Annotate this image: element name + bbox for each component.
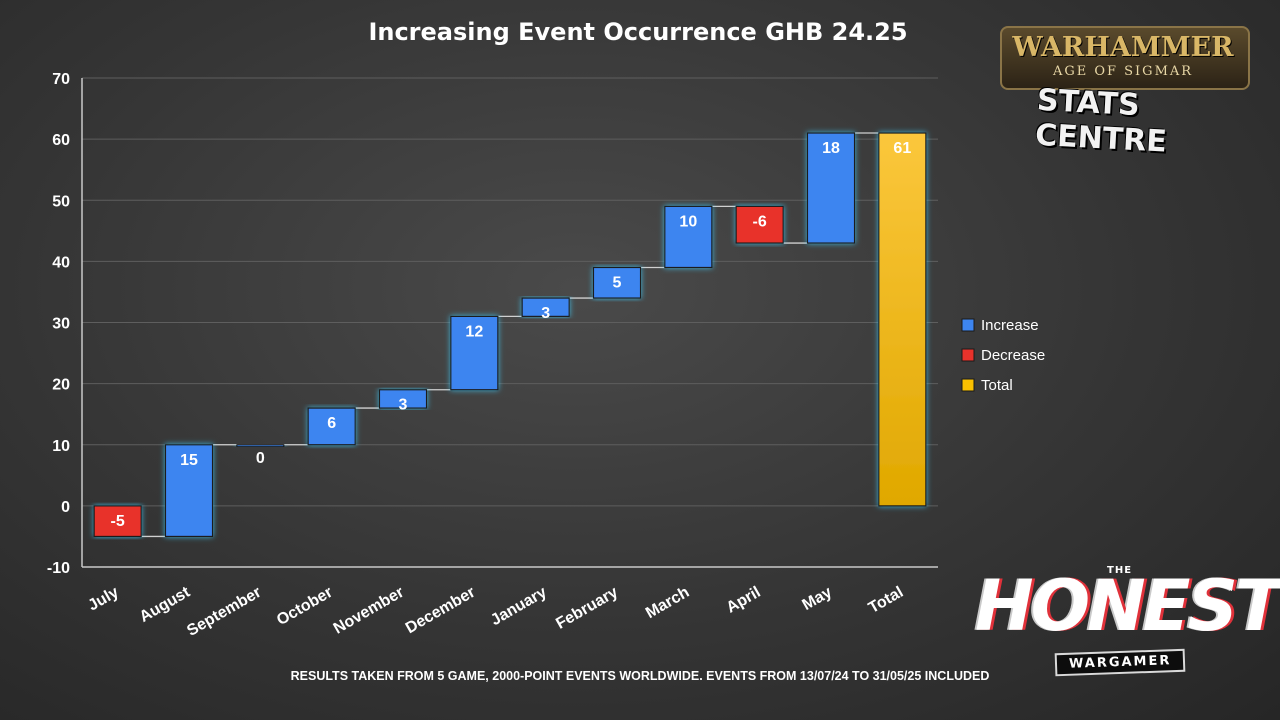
x-tick-label: March — [643, 584, 692, 622]
y-tick-label: 50 — [52, 193, 70, 210]
data-label: 0 — [256, 450, 265, 467]
data-label: 6 — [327, 415, 336, 432]
y-tick-label: 70 — [52, 71, 70, 88]
data-label: -6 — [753, 213, 767, 230]
legend-label-decrease: Decrease — [981, 347, 1045, 364]
x-tick-label: November — [331, 584, 407, 638]
bar-september — [236, 444, 285, 448]
y-tick-label: 60 — [52, 132, 70, 149]
data-label: 3 — [541, 305, 550, 322]
legend-swatch-decrease — [961, 348, 975, 362]
x-tick-label: September — [184, 584, 264, 640]
legend-label-increase: Increase — [981, 317, 1039, 334]
bar-december — [450, 315, 499, 391]
x-tick-label: April — [724, 584, 764, 617]
bar-january — [521, 297, 570, 317]
warhammer-logo-text: WARHAMMER — [1012, 32, 1234, 63]
honest-wargamer-logo: THE HONEST WARGAMER — [975, 563, 1280, 683]
bar-october — [307, 407, 356, 446]
bar-april — [735, 205, 784, 244]
y-tick-label: 10 — [52, 438, 70, 455]
footnote: RESULTS TAKEN FROM 5 GAME, 2000-POINT EV… — [290, 669, 990, 683]
data-label: 12 — [465, 323, 483, 340]
warhammer-logo-subtitle: AGE OF SIGMAR — [1052, 64, 1194, 79]
x-tick-label: December — [403, 584, 479, 637]
honest-logo-text: HONEST — [975, 565, 1280, 647]
x-tick-label: May — [800, 584, 836, 614]
x-tick-label: October — [274, 584, 336, 629]
chart-title: Increasing Event Occurrence GHB 24.25 — [368, 18, 908, 46]
x-tick-label: February — [553, 584, 621, 633]
y-tick-label: -10 — [47, 560, 70, 577]
axes — [81, 78, 938, 568]
warhammer-stats-centre-logo: WARHAMMER AGE OF SIGMAR STATS CENTRE — [1000, 26, 1250, 160]
data-label: -5 — [111, 513, 125, 530]
y-tick-label: 20 — [52, 377, 70, 394]
x-tick-label: July — [85, 584, 121, 615]
data-label: 5 — [613, 274, 622, 291]
stats-centre-logo-text: STATS CENTRE — [1034, 82, 1168, 160]
connector-lines — [141, 132, 879, 538]
legend-swatch-total — [961, 378, 975, 392]
data-label: 3 — [399, 397, 408, 414]
legend-swatch-increase — [961, 318, 975, 332]
bar-november — [378, 389, 428, 409]
bar-may — [806, 132, 856, 244]
warhammer-banner — [1000, 26, 1250, 90]
honest-logo-the: THE — [1107, 565, 1133, 576]
x-tick-label: Total — [866, 584, 907, 617]
data-label: 61 — [893, 140, 911, 157]
data-label: 15 — [180, 452, 198, 469]
legend-label-total: Total — [981, 377, 1013, 394]
bar-february — [592, 266, 642, 299]
bar-total — [878, 132, 927, 507]
y-tick-label: 30 — [52, 316, 70, 333]
y-tick-label: 40 — [52, 254, 70, 271]
x-tick-label: January — [488, 584, 550, 629]
bar-august — [164, 444, 214, 538]
bar-march — [664, 205, 713, 269]
legend: Increase Decrease Total — [961, 317, 1045, 394]
y-tick-label: 0 — [61, 499, 70, 516]
x-tick-label: August — [137, 583, 194, 626]
y-axis-labels: -10 0 10 20 30 40 50 60 70 — [47, 71, 70, 577]
bar-july — [93, 505, 142, 538]
data-label: 18 — [822, 140, 840, 157]
data-label: 10 — [679, 213, 697, 230]
bars: -5 15 0 6 3 12 3 5 10 -6 18 61 — [93, 132, 927, 538]
